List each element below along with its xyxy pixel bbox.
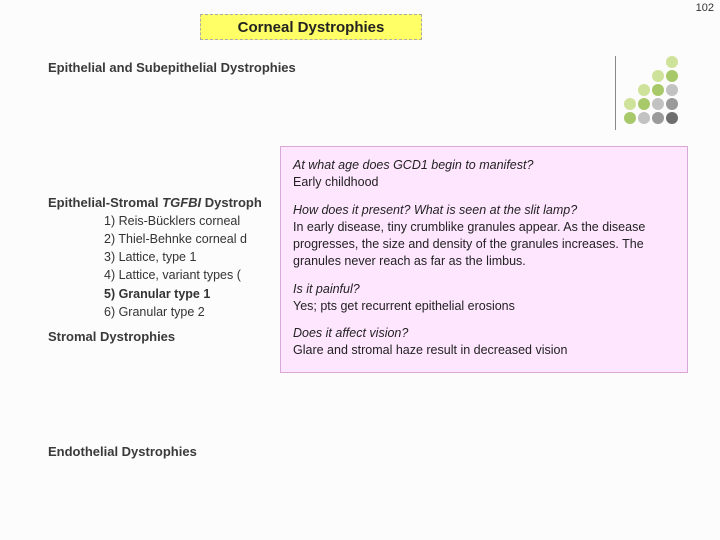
heading-italic: TGFBI bbox=[162, 195, 201, 210]
dot-icon bbox=[624, 112, 636, 124]
list-item: 2) Thiel-Behnke corneal d bbox=[104, 230, 247, 248]
list-item: 3) Lattice, type 1 bbox=[104, 248, 247, 266]
dystrophy-list: 1) Reis-Bücklers corneal 2) Thiel-Behnke… bbox=[104, 212, 247, 321]
dot-icon bbox=[638, 112, 650, 124]
question-text: Is it painful? bbox=[293, 282, 360, 296]
list-item: 1) Reis-Bücklers corneal bbox=[104, 212, 247, 230]
page-number: 102 bbox=[696, 2, 714, 14]
answer-text: In early disease, tiny crumblike granule… bbox=[293, 220, 645, 269]
question-text: At what age does GCD1 begin to manifest? bbox=[293, 158, 533, 172]
list-item: 5) Granular type 1 bbox=[104, 285, 247, 303]
page-title: Corneal Dystrophies bbox=[200, 14, 422, 40]
answer-text: Yes; pts get recurrent epithelial erosio… bbox=[293, 299, 515, 313]
dot-icon bbox=[652, 70, 664, 82]
list-item: 6) Granular type 2 bbox=[104, 303, 247, 321]
section-heading-stromal: Stromal Dystrophies bbox=[48, 329, 175, 344]
dot-icon bbox=[666, 56, 678, 68]
dot-icon bbox=[652, 98, 664, 110]
dot-icon bbox=[638, 84, 650, 96]
heading-text: Epithelial-Stromal bbox=[48, 195, 162, 210]
dot-icon bbox=[638, 98, 650, 110]
answer-text: Glare and stromal haze result in decreas… bbox=[293, 343, 567, 357]
dot-icon bbox=[666, 70, 678, 82]
section-heading-tgfbi: Epithelial-Stromal TGFBI Dystroph bbox=[48, 195, 262, 210]
dot-icon bbox=[652, 84, 664, 96]
dot-icon bbox=[624, 98, 636, 110]
answer-text: Early childhood bbox=[293, 175, 378, 189]
qa-popup: At what age does GCD1 begin to manifest?… bbox=[280, 146, 688, 373]
section-heading-endothelial: Endothelial Dystrophies bbox=[48, 444, 197, 459]
heading-text: Dystroph bbox=[201, 195, 262, 210]
divider-line bbox=[615, 56, 616, 130]
dot-icon bbox=[666, 84, 678, 96]
question-text: How does it present? What is seen at the… bbox=[293, 203, 577, 217]
section-heading-epithelial: Epithelial and Subepithelial Dystrophies bbox=[48, 60, 296, 75]
dot-icon bbox=[666, 98, 678, 110]
dot-icon bbox=[666, 112, 678, 124]
list-item: 4) Lattice, variant types ( bbox=[104, 266, 247, 284]
decorative-dot-grid bbox=[624, 56, 682, 126]
dot-icon bbox=[652, 112, 664, 124]
question-text: Does it affect vision? bbox=[293, 326, 408, 340]
